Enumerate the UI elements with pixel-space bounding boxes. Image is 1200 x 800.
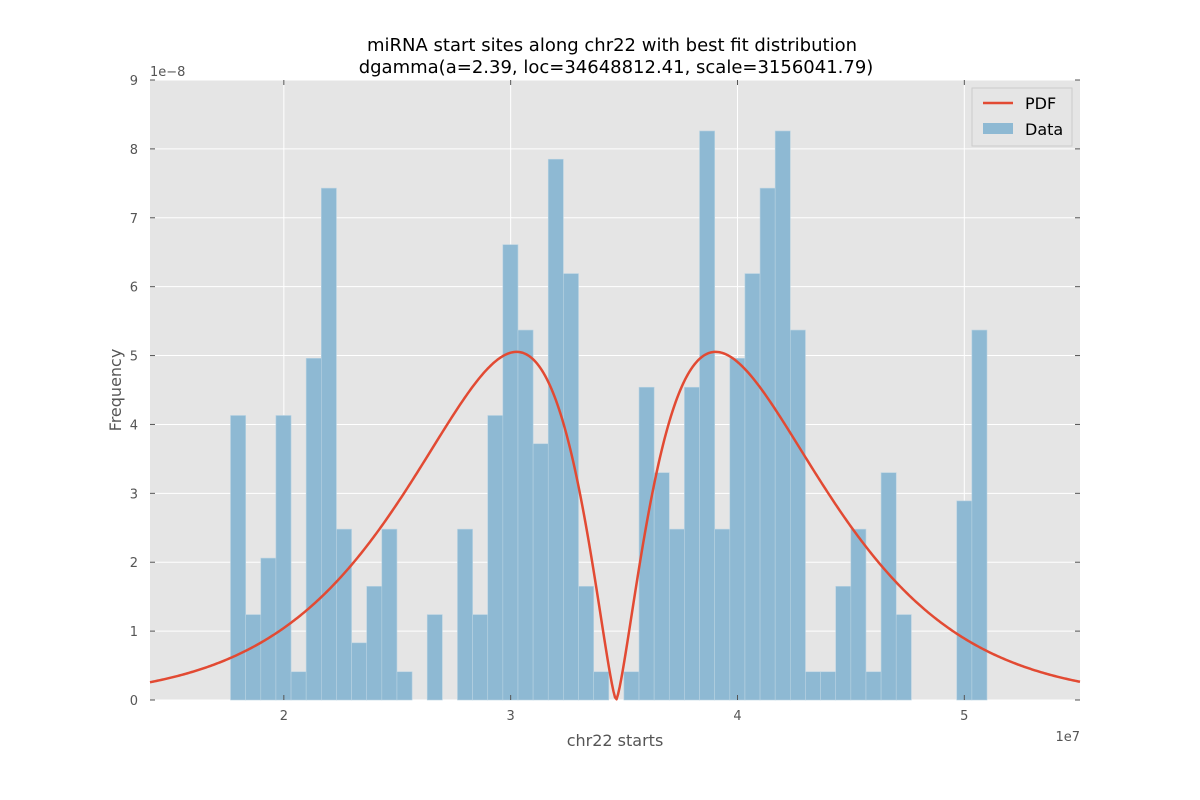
legend-data-swatch	[983, 123, 1013, 134]
axis-ticks: 2 3 4 5 0 1 2 3 4 5 6 7 8 9	[130, 74, 1080, 724]
legend: PDF Data	[971, 87, 1073, 147]
y-tick-label: 5	[130, 350, 138, 365]
histogram-bar	[790, 329, 806, 701]
histogram-bar	[578, 586, 594, 701]
histogram-bar	[290, 671, 307, 701]
x-tick-label: 2	[280, 709, 288, 724]
y-offset-label: 1e−8	[150, 65, 185, 80]
histogram-bar	[729, 358, 746, 701]
chart-subtitle: dgamma(a=2.39, loc=34648812.41, scale=31…	[359, 57, 874, 78]
histogram-bar	[865, 671, 882, 701]
chart-title: miRNA start sites along chr22 with best …	[367, 35, 857, 56]
histogram-bar	[880, 472, 897, 701]
histogram-bar	[502, 244, 519, 701]
x-axis-label: chr22 starts	[567, 731, 664, 750]
histogram-bar	[956, 500, 973, 701]
y-tick-label: 4	[130, 418, 138, 433]
histogram-bar	[805, 671, 821, 701]
histogram-bar	[653, 472, 670, 701]
y-tick-label: 2	[130, 556, 138, 571]
histogram-bars	[230, 130, 988, 701]
plot-area	[150, 80, 1080, 700]
histogram-bar	[623, 671, 640, 701]
histogram-bar	[850, 528, 867, 701]
histogram-bar	[366, 586, 383, 701]
y-axis-label: Frequency	[106, 349, 125, 432]
histogram-bar	[305, 358, 322, 701]
y-tick-label: 3	[130, 487, 138, 502]
histogram-bar	[744, 273, 761, 701]
legend-box	[971, 87, 1073, 147]
legend-pdf-label: PDF	[1025, 94, 1056, 113]
pdf-curve-group	[149, 350, 1081, 701]
x-tick-label: 3	[507, 709, 515, 724]
histogram-bar	[835, 586, 852, 701]
histogram-bar	[351, 642, 367, 701]
histogram-bar	[275, 415, 292, 701]
histogram-bar	[547, 158, 564, 701]
legend-data-label: Data	[1025, 120, 1063, 139]
y-tick-label: 8	[130, 143, 138, 158]
histogram-bar	[336, 528, 352, 701]
x-offset-label: 1e7	[1055, 730, 1080, 745]
histogram-bar	[321, 187, 337, 701]
y-tick-label: 9	[130, 74, 138, 89]
histogram-bar	[820, 671, 837, 701]
y-tick-label: 7	[130, 212, 138, 227]
histogram-bar	[774, 130, 791, 701]
histogram-bar	[699, 130, 715, 701]
histogram-bar	[563, 273, 579, 701]
histogram-bar	[532, 443, 549, 701]
pdf-curve	[149, 350, 1081, 701]
histogram-bar	[895, 614, 912, 701]
x-tick-label: 4	[733, 709, 741, 724]
y-tick-label: 6	[130, 281, 138, 296]
histogram-bar	[714, 528, 731, 701]
histogram-bar	[472, 614, 489, 701]
x-tick-label: 5	[960, 709, 968, 724]
histogram-bar	[245, 614, 262, 701]
histogram-bar	[759, 187, 776, 701]
histogram-bar	[487, 415, 504, 701]
histogram-bar	[426, 614, 443, 701]
histogram-bar	[593, 671, 610, 701]
histogram-bar	[684, 386, 700, 701]
histogram-bar	[260, 557, 277, 701]
y-tick-label: 0	[130, 694, 138, 709]
histogram-bar	[381, 528, 398, 701]
histogram-bar	[971, 329, 988, 701]
histogram-bar	[668, 528, 685, 701]
histogram-bar	[230, 415, 246, 701]
histogram-bar	[638, 386, 655, 701]
y-tick-label: 1	[130, 625, 138, 640]
histogram-bar	[396, 671, 413, 701]
histogram-bar	[457, 528, 473, 701]
histogram-bar	[517, 329, 534, 701]
